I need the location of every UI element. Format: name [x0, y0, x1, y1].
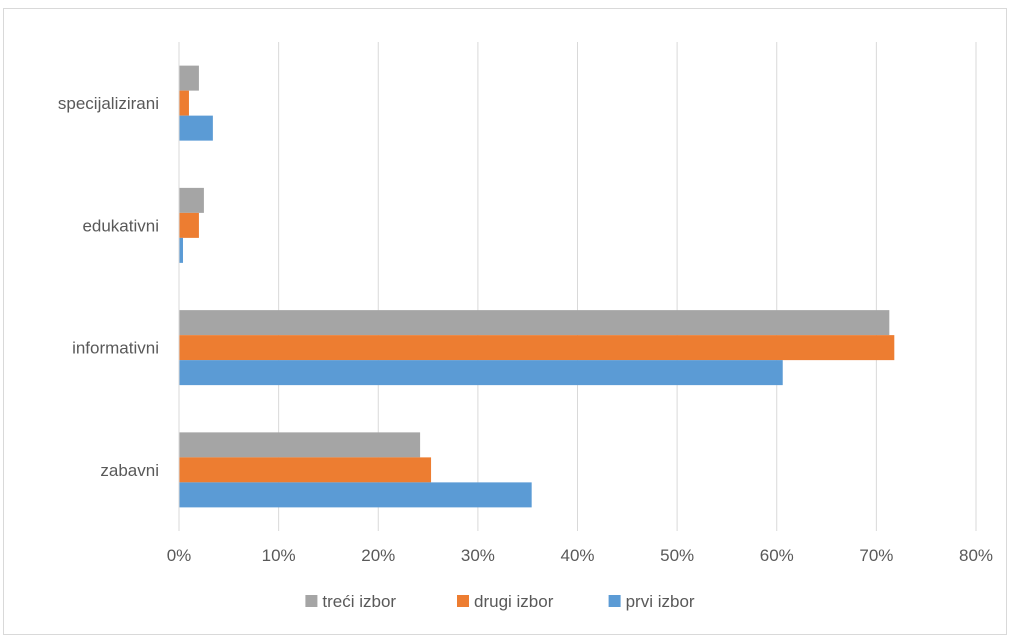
bars [179, 65, 895, 508]
legend-label-0: treći izbor [322, 592, 396, 611]
legend: treći izbor drugi izbor prvi izbor [305, 592, 695, 611]
bar-informativni-2 [179, 360, 783, 386]
x-tick-label: 30% [461, 546, 495, 565]
x-tick-label: 70% [859, 546, 893, 565]
category-label-edukativni: edukativni [82, 216, 159, 235]
category-label-informativni: informativni [72, 339, 159, 358]
gridlines [178, 42, 977, 531]
bar-informativni-1 [179, 335, 895, 361]
bar-informativni-0 [179, 310, 890, 336]
chart-frame: 0% 10% 20% 30% 40% 50% 60% 70% 80% zabavni informa… [3, 8, 1007, 635]
bar-specijalizirani-2 [179, 115, 213, 141]
bar-zabavni-0 [179, 432, 421, 458]
x-tick-label: 80% [959, 546, 993, 565]
bar-chart: 0% 10% 20% 30% 40% 50% 60% 70% 80% zabavni informa… [58, 42, 993, 611]
bar-edukativni-0 [179, 187, 204, 213]
bar-zabavni-2 [179, 482, 532, 508]
x-tick-label: 50% [660, 546, 694, 565]
legend-swatch-0 [305, 595, 318, 607]
axes: 0% 10% 20% 30% 40% 50% 60% 70% 80% zabavni informa… [58, 42, 993, 565]
bar-specijalizirani-0 [179, 65, 199, 91]
bar-edukativni-1 [179, 212, 199, 238]
legend-swatch-2 [608, 595, 621, 607]
x-tick-label: 0% [167, 546, 192, 565]
category-label-zabavni: zabavni [100, 461, 159, 480]
legend-label-2: prvi izbor [626, 592, 695, 611]
category-label-specijalizirani: specijalizirani [58, 94, 159, 113]
legend-label-1: drugi izbor [474, 592, 554, 611]
x-tick-label: 20% [361, 546, 395, 565]
bar-specijalizirani-1 [179, 90, 189, 116]
bar-zabavni-1 [179, 457, 432, 483]
bar-edukativni-2 [179, 237, 183, 263]
x-tick-label: 40% [560, 546, 594, 565]
x-tick-label: 60% [760, 546, 794, 565]
x-tick-label: 10% [262, 546, 296, 565]
legend-swatch-1 [457, 595, 469, 607]
